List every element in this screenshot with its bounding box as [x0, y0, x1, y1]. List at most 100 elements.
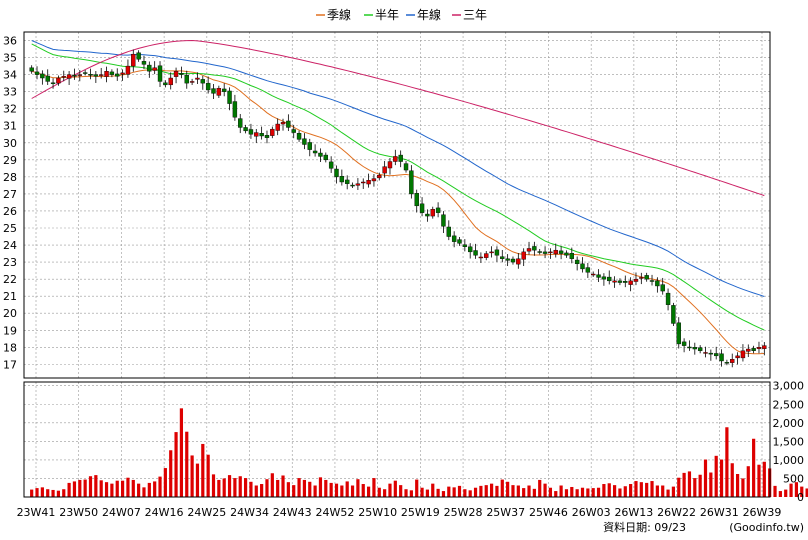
- candle-body: [639, 277, 644, 279]
- candle-body: [457, 239, 462, 244]
- volume-bar: [677, 477, 681, 497]
- volume-bar: [484, 485, 488, 497]
- candle-body: [697, 347, 703, 351]
- candle-body: [104, 71, 109, 77]
- x-tick-label: 24W25: [187, 506, 226, 519]
- volume-bar: [596, 487, 601, 497]
- candle-body: [232, 101, 238, 118]
- volume-bar: [778, 491, 782, 497]
- candle-body: [692, 347, 698, 350]
- price-tick-label: 25: [3, 222, 17, 235]
- candle-body: [623, 280, 628, 283]
- volume-bar: [211, 474, 216, 497]
- volume-bar: [190, 455, 194, 497]
- candle-body: [147, 64, 152, 72]
- candle-body: [163, 82, 168, 86]
- volume-bar: [324, 479, 328, 497]
- candle-body: [596, 274, 601, 278]
- volume-bar: [46, 489, 50, 497]
- volume-bar: [784, 489, 788, 497]
- volume-bar: [757, 464, 761, 497]
- candle-body: [489, 251, 494, 254]
- volume-bar: [51, 489, 55, 497]
- x-tick-label: 26W03: [572, 506, 611, 519]
- candle-body: [590, 273, 596, 276]
- volume-bar: [40, 487, 44, 497]
- candle-body: [361, 181, 366, 184]
- candle-body: [532, 246, 537, 251]
- volume-bar: [356, 479, 360, 497]
- x-tick-label: 25W10: [358, 506, 397, 519]
- candle-body: [195, 77, 200, 80]
- candle-body: [730, 359, 735, 363]
- candle-body: [462, 244, 468, 247]
- candle-body: [671, 305, 676, 324]
- price-tick-label: 34: [3, 69, 17, 82]
- volume-axis: 0 500 1,000 1,500 2,000 2,500 3,000: [773, 380, 805, 504]
- price-tick-label: 35: [3, 52, 17, 65]
- volume-bar: [169, 450, 173, 497]
- x-axis: 23W41 23W50 24W07 24W16 24W25 24W34 24W43 24W52…: [17, 506, 782, 519]
- candle-body: [366, 180, 371, 185]
- volume-bar: [147, 482, 151, 497]
- three-year-ma-line: [31, 39, 765, 197]
- candle-body: [537, 251, 542, 253]
- x-tick-label: 24W34: [230, 506, 269, 519]
- volume-bar: [548, 487, 553, 497]
- candle-body: [564, 252, 569, 256]
- volume-bar: [735, 474, 740, 497]
- candle-body: [633, 278, 639, 282]
- candle-body: [40, 73, 45, 79]
- candle-body: [569, 253, 575, 259]
- volume-bar: [366, 486, 371, 497]
- candle-body: [687, 346, 692, 349]
- volume-tick-label: 2,000: [773, 417, 805, 430]
- volume-bar: [286, 482, 290, 497]
- price-tick-label: 17: [3, 358, 17, 371]
- x-tick-label: 24W16: [145, 506, 184, 519]
- volume-bar: [142, 487, 146, 497]
- volume-bar: [72, 481, 77, 497]
- quarter-ma-line: [31, 68, 765, 355]
- candle-body: [548, 251, 553, 254]
- price-tick-label: 31: [3, 120, 17, 133]
- candle-body: [516, 258, 521, 265]
- candle-body: [350, 184, 355, 187]
- candle-body: [719, 353, 724, 362]
- candle-body: [77, 74, 83, 76]
- volume-bar: [361, 484, 365, 497]
- candle-body: [478, 256, 484, 259]
- volume-bar: [698, 474, 702, 497]
- candle-body: [494, 249, 500, 256]
- x-tick-label: 25W19: [401, 506, 440, 519]
- volume-bar: [773, 485, 777, 497]
- volume-bar: [703, 459, 708, 497]
- x-tick-label: 25W28: [444, 506, 483, 519]
- volume-bar: [612, 485, 617, 497]
- candle-body: [216, 88, 222, 96]
- candle-body: [211, 88, 216, 94]
- candle-body: [323, 154, 329, 161]
- candle-body: [473, 250, 478, 256]
- candle-body: [553, 249, 558, 255]
- candle-body: [141, 61, 147, 65]
- candle-body: [617, 280, 623, 283]
- volume-bar: [805, 488, 808, 497]
- candle-body: [238, 118, 243, 128]
- candle-body: [414, 193, 419, 207]
- candle-body: [61, 76, 66, 78]
- volume-bar: [618, 488, 622, 497]
- candle-body: [291, 129, 296, 133]
- volume-bar: [527, 485, 531, 497]
- candle-body: [607, 276, 612, 282]
- volume-bar: [94, 475, 98, 497]
- volume-bar: [709, 472, 713, 497]
- year-ma-line: [31, 40, 765, 297]
- price-tick-label: 29: [3, 154, 17, 167]
- volume-bar: [538, 479, 542, 497]
- candle-body: [409, 170, 414, 195]
- candle-body: [425, 213, 430, 217]
- volume-bar: [687, 471, 692, 497]
- volume-bar: [409, 490, 413, 497]
- candle-body: [328, 161, 334, 169]
